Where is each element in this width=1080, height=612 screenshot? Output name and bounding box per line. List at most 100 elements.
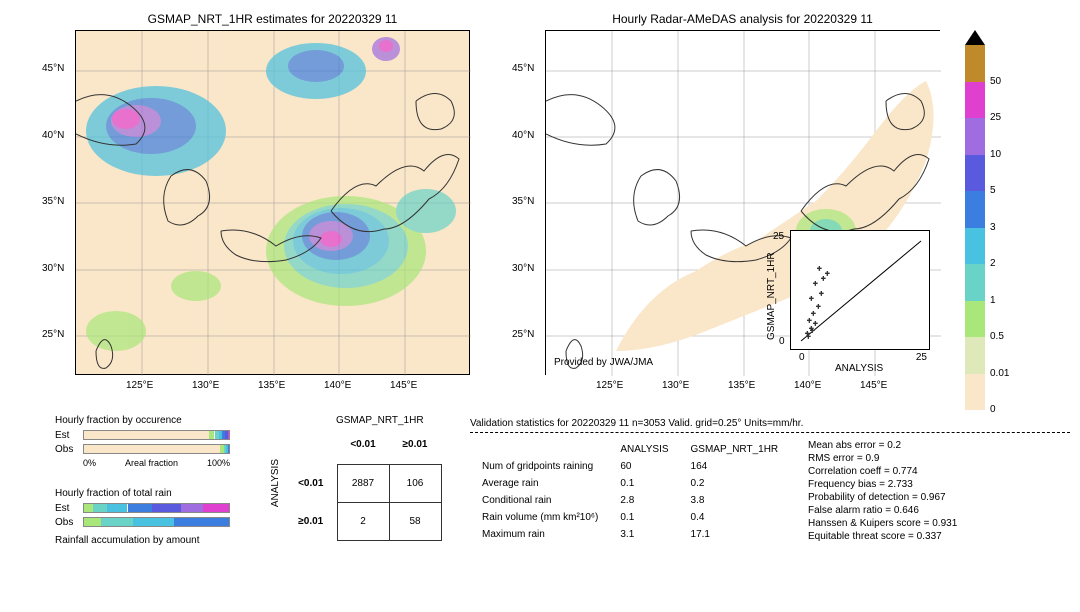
vt-col1: ANALYSIS xyxy=(610,442,678,457)
scatter-inset: ++ ++ ++ ++ ++ ++ ++ 0 25 0 25 xyxy=(790,230,930,350)
colorbar-seg xyxy=(965,191,985,228)
fraction-occurrence-chart: Hourly fraction by occurence EstObs 0% A… xyxy=(55,415,230,468)
colorbar-tick: 25 xyxy=(990,112,1020,123)
svg-text:+: + xyxy=(810,326,815,335)
colorbar-seg xyxy=(965,82,985,119)
colorbar-seg xyxy=(965,228,985,265)
left-map-panel xyxy=(75,30,470,375)
table-cell: 3.1 xyxy=(610,527,678,542)
bar-seg xyxy=(181,504,203,512)
fo-axis-label: Areal fraction xyxy=(125,458,178,468)
bar-track xyxy=(83,444,230,454)
table-cell: Maximum rain xyxy=(472,527,608,542)
table-cell: 17.1 xyxy=(681,527,789,542)
colorbar-tick: 1 xyxy=(990,295,1020,306)
svg-text:+: + xyxy=(816,302,821,311)
table-cell: 0.2 xyxy=(681,476,789,491)
metric-row: Frequency bias = 2.733 xyxy=(808,478,957,491)
validation-header: Validation statistics for 20220329 11 n=… xyxy=(470,418,1070,429)
colorbar-tick: 5 xyxy=(990,185,1020,196)
colorbar-tick: 0.5 xyxy=(990,331,1020,342)
colorbar-seg xyxy=(965,155,985,192)
right-y-40n: 40°N xyxy=(512,130,534,141)
left-y-35n: 35°N xyxy=(42,196,64,207)
colorbar-tick: 10 xyxy=(990,149,1020,160)
bar-seg xyxy=(152,504,181,512)
vt-col2: GSMAP_NRT_1HR xyxy=(681,442,789,457)
table-cell: 164 xyxy=(681,459,789,474)
bar-track xyxy=(83,517,230,527)
right-y-25n: 25°N xyxy=(512,329,534,340)
table-cell: 0.4 xyxy=(681,510,789,525)
metric-row: Hanssen & Kuipers score = 0.931 xyxy=(808,517,957,530)
colorbar-tick: 50 xyxy=(990,76,1020,87)
right-map-title: Hourly Radar-AMeDAS analysis for 2022032… xyxy=(545,12,940,26)
metric-row: Mean abs error = 0.2 xyxy=(808,439,957,452)
bar-seg xyxy=(228,431,229,439)
table-cell: 0.1 xyxy=(610,476,678,491)
colorbar: 00.010.51235102550 xyxy=(965,30,985,410)
validation-table: ANALYSIS GSMAP_NRT_1HR Num of gridpoints… xyxy=(470,440,790,544)
bar-label: Obs xyxy=(55,444,83,455)
colorbar-seg xyxy=(965,374,985,411)
bar-label: Obs xyxy=(55,517,83,528)
fo-0pct: 0% xyxy=(83,458,96,468)
svg-text:+: + xyxy=(813,279,818,288)
metric-row: Correlation coeff = 0.774 xyxy=(808,465,957,478)
bar-seg xyxy=(84,431,209,439)
contingency-col-header: GSMAP_NRT_1HR xyxy=(318,415,442,426)
ct-col0: <0.01 xyxy=(337,426,389,464)
svg-text:+: + xyxy=(819,289,824,298)
scatter-xlabel: ANALYSIS xyxy=(835,363,883,374)
left-y-25n: 25°N xyxy=(42,329,64,340)
left-map-svg xyxy=(76,31,471,376)
colorbar-tick: 2 xyxy=(990,258,1020,269)
colorbar-seg xyxy=(965,301,985,338)
left-y-30n: 30°N xyxy=(42,263,64,274)
fo-100pct: 100% xyxy=(207,458,230,468)
bar-seg xyxy=(203,504,229,512)
colorbar-tick: 3 xyxy=(990,222,1020,233)
bar-seg xyxy=(174,518,229,526)
contingency-table: <0.01 ≥0.01 <0.01 2887 106 ≥0.01 2 58 xyxy=(285,426,442,541)
bar-row: Obs xyxy=(55,515,230,529)
bar-row: Est xyxy=(55,501,230,515)
colorbar-tick: 0.01 xyxy=(990,368,1020,379)
metric-row: False alarm ratio = 0.646 xyxy=(808,504,957,517)
colorbar-tick: 0 xyxy=(990,404,1020,415)
scatter-y25: 25 xyxy=(773,231,784,242)
bar-row: Obs xyxy=(55,442,230,456)
svg-text:+: + xyxy=(825,269,830,278)
bar-seg xyxy=(128,504,153,512)
bar-seg xyxy=(101,518,133,526)
fraction-occurrence-title: Hourly fraction by occurence xyxy=(55,415,230,426)
metric-row: Equitable threat score = 0.337 xyxy=(808,530,957,543)
left-x-135: 135°E xyxy=(258,380,285,391)
fraction-total-title: Hourly fraction of total rain xyxy=(55,488,230,499)
bar-seg xyxy=(107,504,127,512)
bar-seg xyxy=(133,518,174,526)
table-row: Average rain0.10.2 xyxy=(472,476,788,491)
scatter-x0: 0 xyxy=(799,352,805,363)
validation-metrics: Mean abs error = 0.2RMS error = 0.9Corre… xyxy=(808,438,957,544)
colorbar-seg xyxy=(965,264,985,301)
ct-row1: ≥0.01 xyxy=(285,502,337,540)
bar-seg xyxy=(84,518,101,526)
colorbar-seg xyxy=(965,118,985,155)
right-y-35n: 35°N xyxy=(512,196,534,207)
ct-00: 2887 xyxy=(337,464,389,502)
table-cell: Rain volume (mm km²10⁶) xyxy=(472,510,608,525)
ct-row0: <0.01 xyxy=(285,464,337,502)
right-x-130: 130°E xyxy=(662,380,689,391)
svg-text:+: + xyxy=(809,294,814,303)
table-row: Num of gridpoints raining60164 xyxy=(472,459,788,474)
right-x-140: 140°E xyxy=(794,380,821,391)
table-row: Rain volume (mm km²10⁶)0.10.4 xyxy=(472,510,788,525)
bar-label: Est xyxy=(55,503,83,514)
table-cell: Num of gridpoints raining xyxy=(472,459,608,474)
bar-seg xyxy=(84,504,93,512)
left-x-125: 125°E xyxy=(126,380,153,391)
table-cell: 60 xyxy=(610,459,678,474)
colorbar-seg xyxy=(965,45,985,82)
validation-block: Validation statistics for 20220329 11 n=… xyxy=(470,418,1070,436)
